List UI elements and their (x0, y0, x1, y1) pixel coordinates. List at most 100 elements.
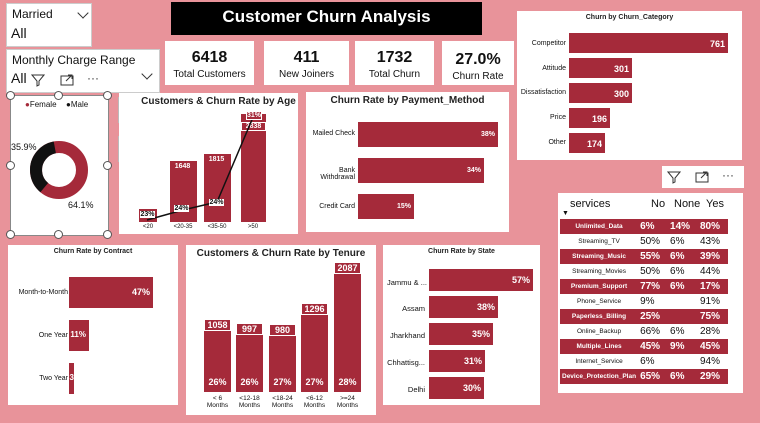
service-cell: 45% (700, 341, 721, 352)
payment-chart-card[interactable]: Churn Rate by Payment_Method Mailed Chec… (306, 92, 509, 232)
filter-icon[interactable] (667, 170, 681, 184)
churn-category-card[interactable]: Churn by Churn_Category Competitor Attit… (517, 11, 742, 160)
resize-handle[interactable] (54, 230, 63, 239)
resize-handle[interactable] (6, 230, 15, 239)
table-row[interactable]: Streaming_TV 50% 6% 43% (560, 234, 728, 249)
state-bar[interactable] (429, 377, 484, 399)
kpi-total-customers: 6418 Total Customers (165, 41, 254, 85)
tenure-bar[interactable] (236, 324, 263, 392)
married-slicer-label: Married (12, 7, 53, 21)
gender-donut[interactable] (28, 139, 90, 201)
kpi-value: 1732 (376, 49, 413, 66)
age-chart-card[interactable]: Customers & Churn Rate by Age 1648 1815 … (119, 93, 298, 234)
table-row[interactable]: Phone_Service 9% 91% (560, 294, 728, 309)
table-row[interactable]: Premium_Support 77% 6% 17% (560, 279, 728, 294)
table-row[interactable]: Unlimited_Data 6% 14% 80% (560, 219, 728, 234)
state-axis-label: Assam (402, 304, 425, 313)
table-row[interactable]: Online_Backup 66% 6% 28% (560, 324, 728, 339)
table-row[interactable]: Streaming_Music 55% 6% 39% (560, 249, 728, 264)
state-axis-label: Delhi (407, 385, 425, 394)
more-options-icon[interactable]: ··· (87, 71, 99, 85)
age-chart-title: Customers & Churn Rate by Age (141, 96, 296, 107)
service-cell: 9% (640, 296, 655, 307)
state-bar[interactable] (429, 323, 493, 345)
service-cell: 45% (640, 341, 661, 352)
chevron-down-icon[interactable] (77, 7, 89, 19)
monthly-charge-slicer-value[interactable]: All (11, 70, 27, 86)
table-row[interactable]: Device_Protection_Plan 65% 6% 29% (560, 369, 728, 384)
payment-axis-label: Credit Card (319, 203, 355, 210)
more-options-icon[interactable]: ··· (722, 168, 734, 182)
state-axis-label: Jharkhand (389, 331, 425, 340)
tenure-axis-label: <6-12 Months (303, 395, 326, 409)
age-rate-label: 23% (140, 211, 155, 218)
contract-bar[interactable] (69, 363, 74, 394)
married-slicer[interactable]: Married All (6, 3, 92, 47)
state-bar[interactable] (429, 269, 533, 291)
state-bar[interactable] (429, 350, 485, 372)
resize-handle[interactable] (6, 91, 15, 100)
service-cell: 75% (700, 311, 721, 322)
category-bar[interactable] (569, 58, 632, 78)
payment-bar[interactable] (358, 194, 414, 219)
resize-handle[interactable] (103, 91, 112, 100)
tenure-bar[interactable] (334, 265, 361, 392)
contract-bar[interactable] (69, 277, 153, 308)
contract-bar[interactable] (69, 320, 89, 351)
service-cell: 66% (640, 326, 661, 337)
tenure-bar[interactable] (301, 304, 328, 392)
category-axis-label: Competitor (531, 40, 566, 47)
legend-male: ●Male (66, 100, 88, 109)
payment-bar[interactable] (358, 158, 484, 183)
table-row[interactable]: Streaming_Movies 50% 6% 44% (560, 264, 728, 279)
focus-mode-icon[interactable] (60, 74, 74, 86)
state-value: 38% (476, 302, 495, 312)
focus-mode-icon[interactable] (695, 171, 709, 183)
category-value: 196 (591, 114, 607, 124)
category-bar[interactable] (569, 33, 728, 53)
age-axis-label: >50 (247, 224, 259, 230)
payment-bar[interactable] (358, 122, 498, 147)
state-axis-label: Chhattisg... (387, 358, 425, 367)
legend-female-label: Female (29, 100, 57, 109)
service-cell: 91% (700, 296, 721, 307)
table-row[interactable]: Paperless_Billing 25% 75% (560, 309, 728, 324)
services-matrix[interactable]: services No None Yes ▼ Unlimited_Data 6% 1… (558, 193, 743, 393)
sort-down-icon[interactable]: ▼ (562, 210, 569, 217)
donut-slice-female[interactable] (28, 139, 90, 201)
married-slicer-value[interactable]: All (11, 25, 27, 41)
tenure-bar[interactable] (269, 325, 296, 392)
service-name: Paperless_Billing (571, 313, 627, 320)
category-bar[interactable] (569, 83, 632, 103)
contract-chart-card[interactable]: Churn Rate by Contract Month-to-Month On… (8, 245, 178, 405)
service-cell (668, 309, 698, 324)
resize-handle[interactable] (103, 161, 112, 170)
payment-value: 34% (466, 167, 481, 174)
resize-handle[interactable] (103, 230, 112, 239)
service-cell: 6% (670, 266, 685, 277)
male-pct-label: 64.1% (68, 200, 94, 210)
gender-donut-card[interactable]: ●Female ●Male 35.9% 64.1% (10, 95, 109, 236)
tenure-rate-label: 27% (305, 377, 324, 387)
service-cell: 39% (700, 251, 721, 262)
tenure-chart-card[interactable]: Customers & Churn Rate by Tenure 1058 99… (186, 245, 376, 415)
table-row[interactable]: Internet_Service 6% 94% (560, 354, 728, 369)
monthly-charge-slicer[interactable]: Monthly Charge Range All ··· (6, 49, 160, 93)
tenure-bar[interactable] (204, 320, 231, 392)
resize-handle[interactable] (54, 91, 63, 100)
filter-icon[interactable] (31, 73, 45, 87)
state-bar[interactable] (429, 296, 498, 318)
resize-handle[interactable] (6, 161, 15, 170)
category-bar[interactable] (569, 133, 605, 153)
payment-axis-label: Mailed Check (312, 130, 355, 137)
table-row[interactable]: Multiple_Lines 45% 9% 45% (560, 339, 728, 354)
age-bar-35-50[interactable] (204, 154, 231, 222)
kpi-label: Churn Rate (452, 71, 504, 82)
service-cell: 29% (700, 371, 721, 382)
age-bar-gt50[interactable] (241, 114, 266, 222)
state-chart-card[interactable]: Churn Rate by State Jammu & ... Assam Jh… (383, 245, 540, 405)
category-bar[interactable] (569, 108, 610, 128)
age-rate-label: 31% (246, 111, 262, 120)
chevron-down-icon[interactable] (141, 68, 153, 80)
service-cell: 55% (640, 251, 661, 262)
